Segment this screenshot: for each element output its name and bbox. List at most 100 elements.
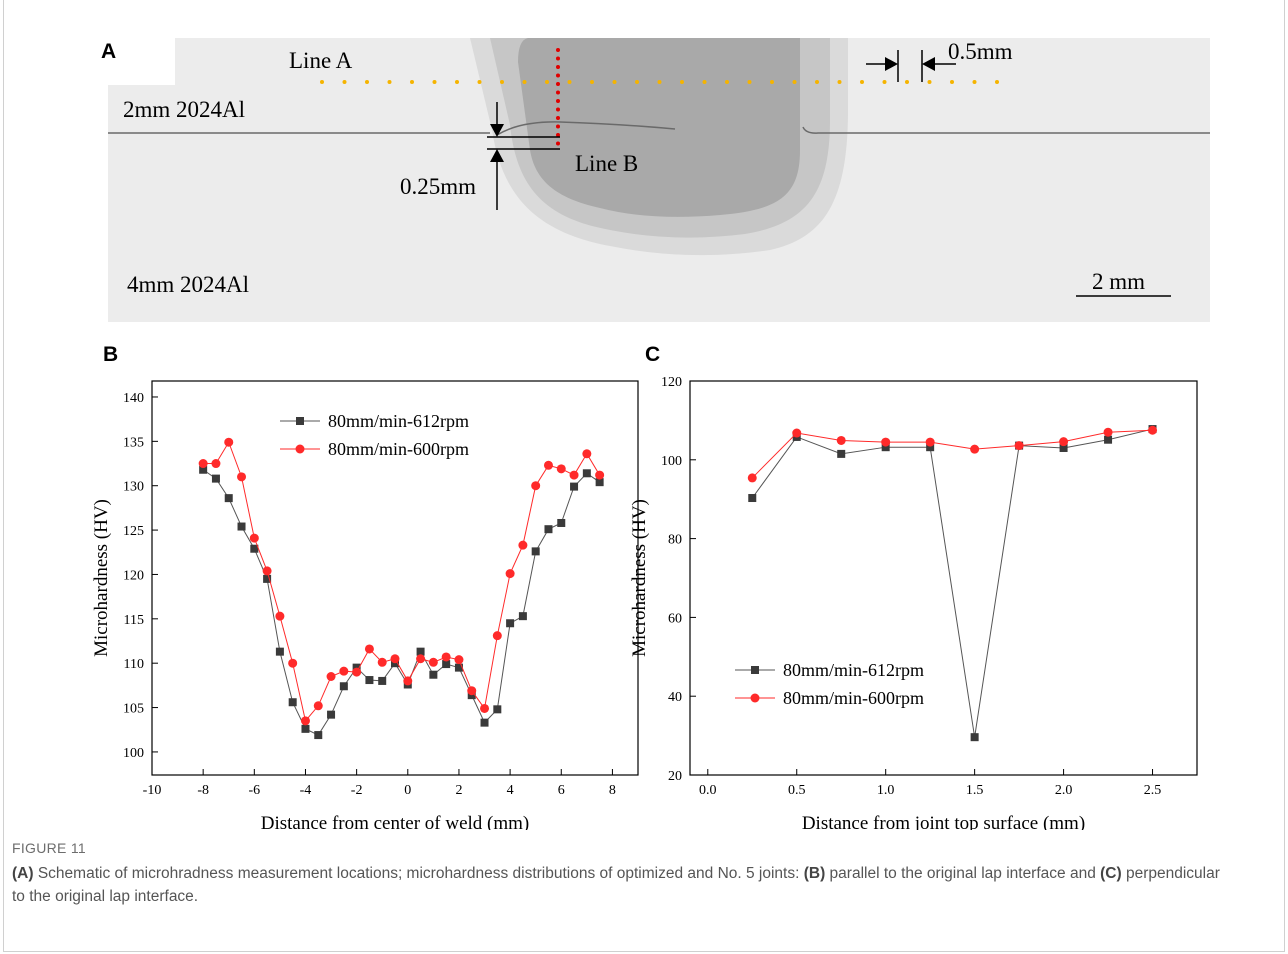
line-a-point [747, 80, 752, 84]
line-a-point [410, 80, 414, 84]
x-tick-label: 1.0 [877, 783, 895, 798]
line-a-point [882, 80, 887, 84]
marker [582, 469, 591, 478]
line-a-point [612, 80, 617, 84]
marker [377, 657, 387, 667]
caption-ref: (B) [803, 865, 826, 882]
legend-marker [750, 693, 760, 703]
marker [1148, 425, 1158, 435]
bottom-plate-label: 4mm 2024Al [127, 272, 249, 297]
legend-label: 80mm/min-600rpm [783, 688, 924, 708]
line-a-point [770, 80, 774, 84]
line-a-point [972, 80, 977, 84]
y-tick-label: 115 [124, 613, 144, 628]
series-line [202, 469, 600, 736]
marker [288, 698, 297, 707]
line-b-point [556, 124, 560, 129]
marker [262, 566, 272, 576]
marker [492, 631, 502, 641]
marker [249, 533, 259, 543]
marker [198, 459, 208, 469]
line-a-point [545, 80, 549, 84]
marker [263, 574, 272, 583]
marker [570, 482, 579, 491]
legend: 80mm/min-612rpm 80mm/min-600rpm [735, 660, 924, 708]
marker [531, 547, 540, 556]
x-axis-label: Distance from joint top surface (mm) [802, 813, 1085, 830]
line-b-point [556, 133, 560, 137]
marker [1014, 441, 1024, 451]
x-tick-label: 1.5 [966, 783, 984, 798]
spacing-label: 0.5mm [948, 39, 1013, 64]
marker [480, 718, 489, 727]
marker [352, 667, 362, 677]
marker [327, 710, 336, 719]
marker [1059, 443, 1068, 452]
marker [454, 663, 463, 672]
y-axis-label: Microhardness (HV) [629, 499, 650, 657]
x-tick-label: 2 [455, 783, 462, 798]
y-tick-label: 60 [668, 611, 682, 626]
legend-label: 80mm/min-600rpm [328, 439, 469, 459]
line-a-point [320, 80, 324, 84]
marker [792, 428, 802, 438]
marker [224, 437, 234, 447]
y-axis-label: Microhardness (HV) [91, 499, 112, 657]
line-b-point [556, 107, 560, 112]
marker [881, 437, 891, 447]
marker [531, 481, 541, 491]
marker [339, 666, 349, 676]
line-b-point [556, 82, 560, 86]
plot-frame [151, 380, 639, 776]
line-a-label: Line A [289, 48, 353, 73]
line-b-point [556, 141, 560, 146]
marker [416, 654, 426, 664]
marker [237, 472, 247, 482]
x-tick-label: 0.5 [788, 783, 806, 798]
marker [569, 470, 579, 480]
x-tick-label: 6 [558, 783, 565, 798]
line-a-point [342, 80, 347, 84]
marker [467, 686, 477, 696]
hook-left [496, 121, 676, 136]
series-line [751, 428, 1153, 738]
line-a-point [950, 80, 954, 84]
measurement-points [320, 48, 999, 146]
marker [836, 435, 846, 445]
marker [595, 470, 605, 480]
marker [288, 658, 298, 668]
marker [454, 655, 464, 665]
marker [275, 647, 284, 656]
y-tick-label: 125 [123, 524, 144, 539]
x-tick-label: -6 [248, 783, 260, 798]
line-a-point [860, 80, 864, 84]
marker [1104, 435, 1113, 444]
marker [211, 459, 221, 469]
marker [428, 657, 438, 667]
marker [881, 443, 890, 452]
marker [970, 444, 980, 454]
marker [747, 473, 757, 483]
y-tick-label: 100 [661, 454, 682, 469]
marker [837, 449, 846, 458]
marker [505, 569, 515, 579]
line-a-point [702, 80, 707, 84]
line-a-point [567, 80, 572, 84]
x-tick-label: -4 [300, 783, 312, 798]
marker [390, 654, 400, 664]
line-a-point [432, 80, 437, 84]
legend-label: 80mm/min-612rpm [783, 660, 924, 680]
x-tick-label: 0 [404, 783, 411, 798]
x-tick-label: 2.5 [1144, 783, 1162, 798]
marker [595, 478, 604, 487]
line-a-point [522, 80, 527, 84]
line-a-point [365, 80, 369, 84]
marker [313, 701, 323, 711]
depth-label: 0.25mm [400, 174, 476, 199]
marker [365, 676, 374, 685]
legend-marker [296, 417, 304, 425]
marker [582, 449, 592, 459]
marker [480, 703, 490, 713]
line-a-point [455, 80, 459, 84]
caption-text: Schematic of microhradness measurement l… [33, 865, 804, 882]
